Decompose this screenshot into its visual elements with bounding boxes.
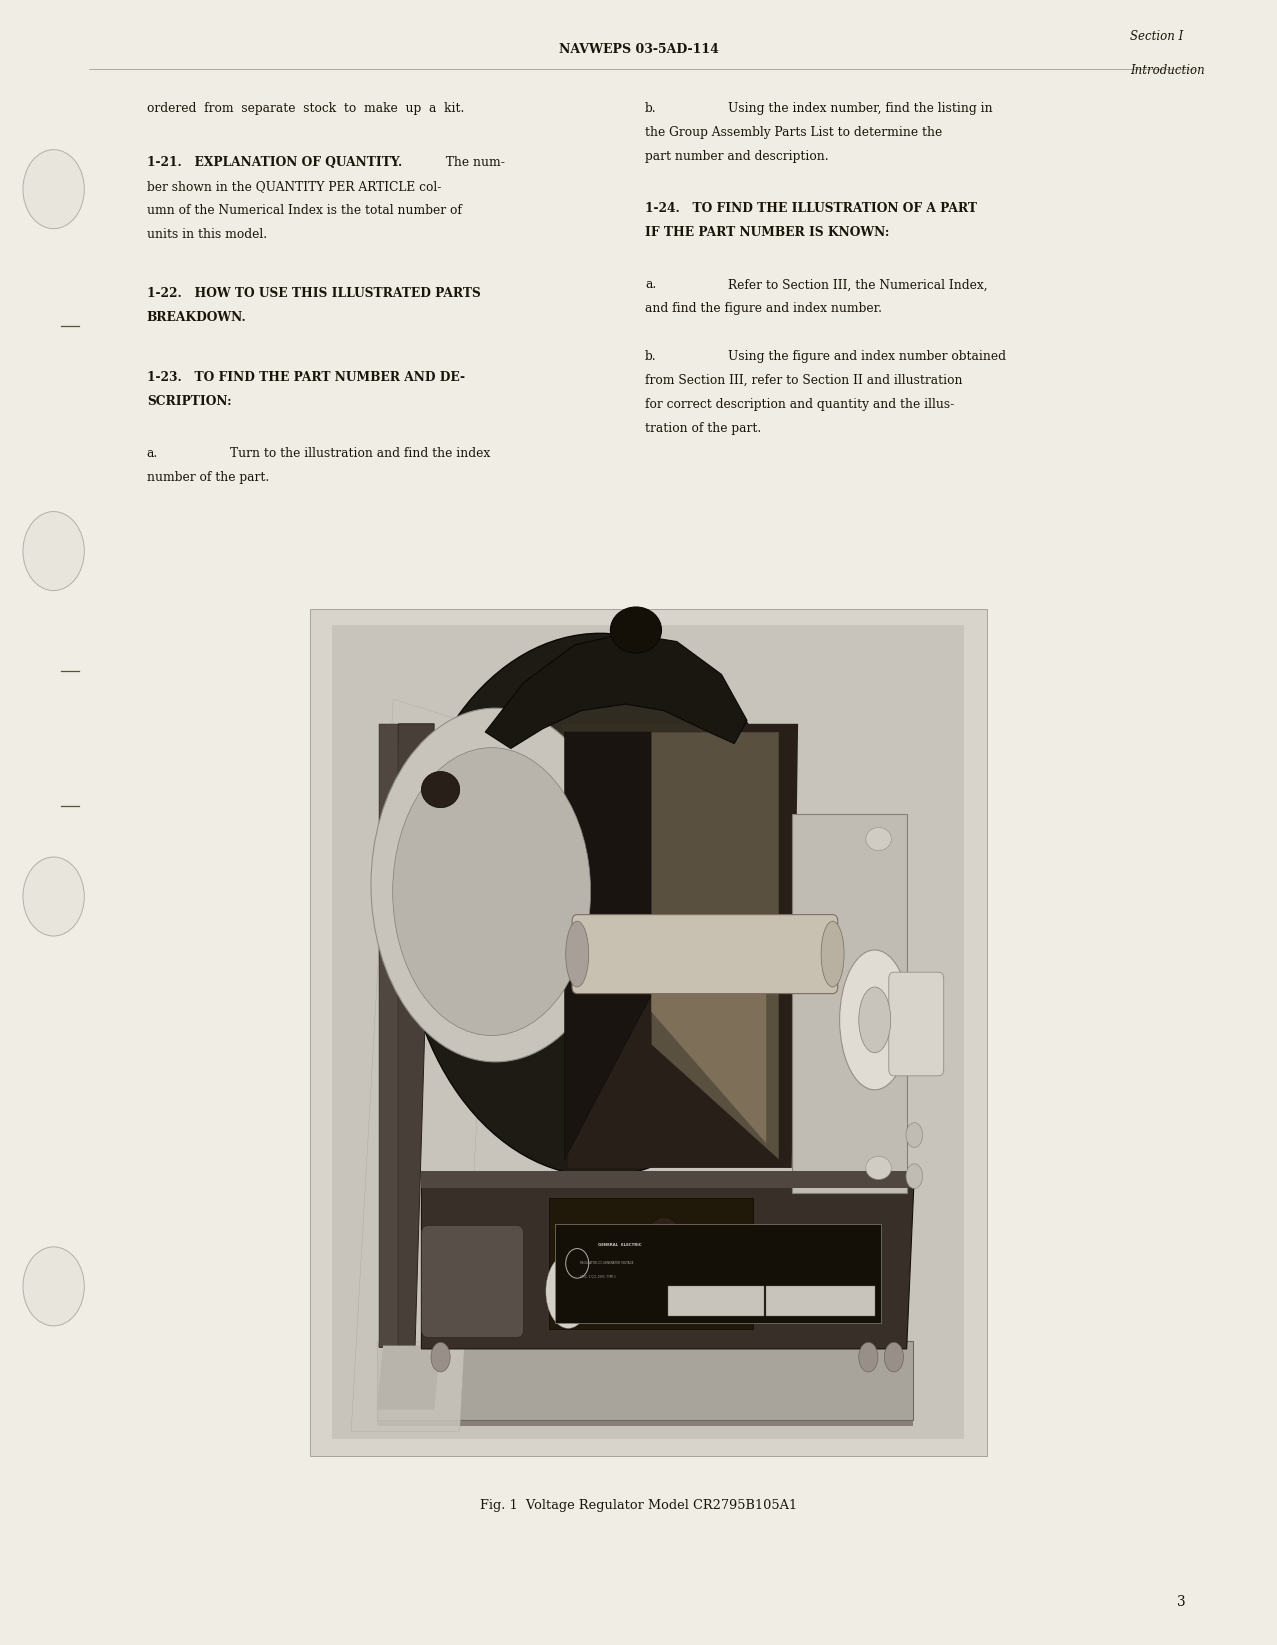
Text: units in this model.: units in this model. [147, 227, 267, 240]
Polygon shape [651, 732, 779, 1160]
FancyBboxPatch shape [572, 915, 838, 994]
Ellipse shape [866, 1156, 891, 1179]
Polygon shape [485, 661, 734, 872]
Text: Turn to the illustration and find the index: Turn to the illustration and find the in… [230, 447, 490, 461]
Ellipse shape [884, 1342, 904, 1372]
Ellipse shape [840, 949, 909, 1089]
Ellipse shape [610, 607, 661, 653]
FancyBboxPatch shape [792, 814, 907, 1193]
Text: Fig. 1  Voltage Regulator Model CR2795B105A1: Fig. 1 Voltage Regulator Model CR2795B10… [480, 1499, 797, 1512]
Text: a.: a. [645, 278, 656, 291]
FancyBboxPatch shape [889, 972, 944, 1076]
Text: from Section III, refer to Section II and illustration: from Section III, refer to Section II an… [645, 373, 963, 387]
Text: GENERAL  ELECTRIC: GENERAL ELECTRIC [598, 1244, 641, 1247]
Text: 1-21.   EXPLANATION OF QUANTITY.: 1-21. EXPLANATION OF QUANTITY. [147, 156, 402, 169]
Text: 1-22.   HOW TO USE THIS ILLUSTRATED PARTS: 1-22. HOW TO USE THIS ILLUSTRATED PARTS [147, 288, 480, 301]
Text: 1-24.   TO FIND THE ILLUSTRATION OF A PART: 1-24. TO FIND THE ILLUSTRATION OF A PART [645, 202, 977, 215]
Text: Section I: Section I [1130, 30, 1184, 43]
Text: a.: a. [147, 447, 158, 461]
Text: NAVWEPS 03-5AD-114: NAVWEPS 03-5AD-114 [558, 43, 719, 56]
Ellipse shape [393, 747, 591, 1036]
Text: 1-23.   TO FIND THE PART NUMBER AND DE-: 1-23. TO FIND THE PART NUMBER AND DE- [147, 370, 465, 383]
Ellipse shape [907, 1122, 922, 1148]
Text: Introduction: Introduction [1130, 64, 1205, 77]
FancyBboxPatch shape [377, 1341, 913, 1420]
FancyBboxPatch shape [555, 1224, 881, 1323]
Text: tration of the part.: tration of the part. [645, 421, 761, 434]
FancyBboxPatch shape [421, 1226, 524, 1337]
Text: SCRIPTION:: SCRIPTION: [147, 395, 231, 408]
Ellipse shape [610, 1250, 642, 1316]
Text: umn of the Numerical Index is the total number of: umn of the Numerical Index is the total … [147, 204, 462, 217]
Ellipse shape [821, 921, 844, 987]
Polygon shape [651, 938, 766, 1143]
Polygon shape [379, 724, 398, 1347]
Ellipse shape [907, 1165, 922, 1188]
FancyBboxPatch shape [617, 619, 655, 645]
Ellipse shape [566, 921, 589, 987]
Text: ber shown in the QUANTITY PER ARTICLE col-: ber shown in the QUANTITY PER ARTICLE co… [147, 179, 442, 192]
Polygon shape [868, 1135, 902, 1347]
Text: REGULATOR, DC GENERATOR VOLTAGE: REGULATOR, DC GENERATOR VOLTAGE [580, 1262, 633, 1265]
Polygon shape [485, 633, 747, 748]
Text: 3: 3 [1177, 1596, 1185, 1609]
Polygon shape [549, 1198, 753, 1329]
FancyBboxPatch shape [310, 609, 987, 1456]
Text: Using the figure and index number obtained: Using the figure and index number obtain… [728, 350, 1006, 364]
Text: for correct description and quantity and the illus-: for correct description and quantity and… [645, 398, 954, 411]
FancyBboxPatch shape [766, 1286, 875, 1316]
Ellipse shape [421, 772, 460, 808]
Ellipse shape [866, 827, 891, 850]
Circle shape [23, 512, 84, 591]
Polygon shape [421, 1175, 914, 1349]
Ellipse shape [430, 1342, 450, 1372]
Polygon shape [351, 699, 498, 1431]
Ellipse shape [859, 987, 891, 1053]
Polygon shape [421, 1171, 914, 1188]
Text: number of the part.: number of the part. [147, 470, 269, 484]
Text: BREAKDOWN.: BREAKDOWN. [147, 311, 246, 324]
Text: Using the index number, find the listing in: Using the index number, find the listing… [728, 102, 992, 115]
Text: ordered  from  separate  stock  to  make  up  a  kit.: ordered from separate stock to make up a… [147, 102, 465, 115]
Text: part number and description.: part number and description. [645, 150, 829, 163]
Circle shape [23, 1247, 84, 1326]
Text: The num-: The num- [438, 156, 504, 169]
Ellipse shape [638, 1217, 690, 1316]
Polygon shape [564, 732, 651, 1160]
Text: b.: b. [645, 350, 656, 364]
Polygon shape [379, 724, 434, 1347]
Ellipse shape [370, 707, 621, 1063]
Circle shape [23, 150, 84, 229]
Ellipse shape [547, 1253, 590, 1329]
Text: the Group Assembly Parts List to determine the: the Group Assembly Parts List to determi… [645, 125, 942, 138]
FancyBboxPatch shape [332, 625, 964, 1439]
Text: Refer to Section III, the Numerical Index,: Refer to Section III, the Numerical Inde… [728, 278, 987, 291]
FancyBboxPatch shape [668, 1286, 764, 1316]
Polygon shape [377, 1415, 913, 1426]
Circle shape [23, 857, 84, 936]
Text: and find the figure and index number.: and find the figure and index number. [645, 303, 882, 316]
Text: b.: b. [645, 102, 656, 115]
Text: IF THE PART NUMBER IS KNOWN:: IF THE PART NUMBER IS KNOWN: [645, 225, 889, 239]
Text: SPEC. 1 QCL 1093, TYPE 1: SPEC. 1 QCL 1093, TYPE 1 [580, 1275, 616, 1278]
Polygon shape [377, 1346, 441, 1410]
Polygon shape [562, 724, 798, 1168]
Ellipse shape [858, 1342, 879, 1372]
Ellipse shape [402, 633, 798, 1176]
